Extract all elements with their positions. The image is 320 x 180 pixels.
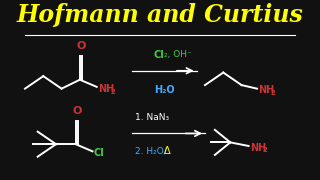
Text: NH: NH (98, 84, 114, 94)
Text: 2: 2 (111, 89, 116, 95)
Text: Cl: Cl (154, 50, 164, 60)
Text: H₂O: H₂O (154, 86, 174, 95)
Text: ₂, OH⁻: ₂, OH⁻ (164, 50, 192, 59)
Text: Cl: Cl (94, 148, 105, 158)
Text: O: O (72, 106, 81, 116)
Text: NH: NH (250, 143, 266, 153)
Text: Δ: Δ (164, 146, 171, 156)
Text: O: O (76, 41, 86, 51)
Text: NH: NH (258, 85, 274, 94)
Text: 2: 2 (263, 147, 268, 154)
Text: 1. NaN₃: 1. NaN₃ (135, 113, 169, 122)
Text: 2: 2 (270, 90, 275, 96)
Text: Hofmann and Curtius: Hofmann and Curtius (17, 3, 303, 27)
Text: 2. H₂O/: 2. H₂O/ (135, 147, 166, 156)
